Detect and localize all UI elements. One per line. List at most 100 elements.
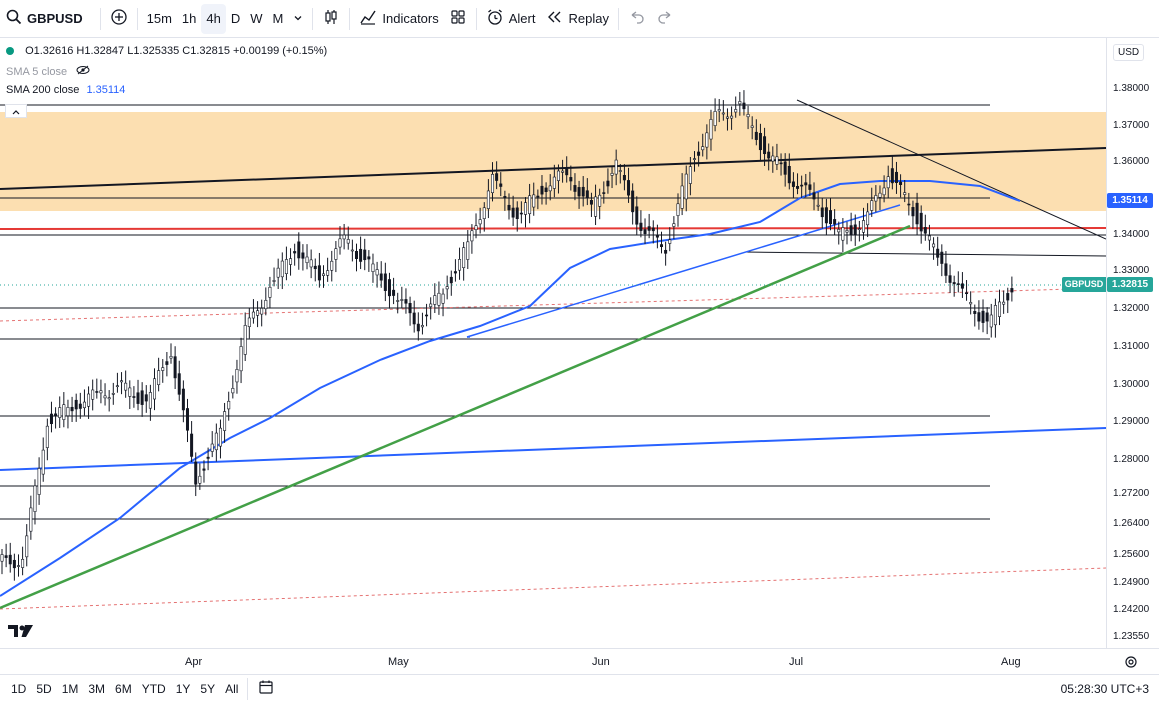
- candle-body: [948, 275, 952, 283]
- templates-button[interactable]: [444, 4, 472, 34]
- top-toolbar: GBPUSD 15m 1h 4h D W M Indicators: [0, 0, 1159, 38]
- replay-button[interactable]: Replay: [540, 4, 613, 34]
- sma5-label: SMA 5 close: [6, 66, 68, 78]
- candle-body: [379, 273, 383, 281]
- alert-label: Alert: [508, 11, 536, 26]
- interval-4h[interactable]: 4h: [201, 3, 226, 34]
- collapse-legend-button[interactable]: [5, 104, 27, 118]
- candle-body: [206, 456, 210, 459]
- candle-body: [62, 404, 66, 420]
- candle-body: [577, 187, 581, 197]
- candle-body: [392, 289, 396, 296]
- candle-body: [297, 241, 301, 259]
- candle-body: [808, 184, 812, 190]
- legend-main: O1.32616 H1.32847 L1.325335 C1.32815 +0.…: [6, 45, 327, 57]
- candle-body: [627, 180, 631, 196]
- candle-body: [478, 219, 482, 225]
- candles-icon: [322, 8, 340, 29]
- candle-body: [153, 378, 157, 400]
- market-status-dot: [6, 47, 14, 56]
- range-1m[interactable]: 1M: [61, 681, 79, 696]
- legend-sma5[interactable]: SMA 5 close: [6, 65, 90, 78]
- sma200-price-badge: 1.35114: [1107, 193, 1153, 208]
- price-axis[interactable]: USD 1.38000 1.37000 1.36000 1.34000 1.33000 1…: [1106, 38, 1159, 648]
- candle-body: [829, 210, 833, 225]
- symbol-search[interactable]: GBPUSD: [0, 4, 96, 34]
- clock[interactable]: 05:28:30 UTC+3: [1060, 681, 1149, 696]
- candle-body: [495, 173, 499, 181]
- interval-dropdown[interactable]: [288, 4, 308, 34]
- range-3m[interactable]: 3M: [88, 681, 106, 696]
- candle-body: [754, 131, 758, 140]
- candle-body: [861, 220, 865, 233]
- candle-body: [639, 222, 643, 231]
- candle-body: [956, 283, 960, 285]
- candle-body: [165, 361, 169, 365]
- interval-w[interactable]: W: [250, 11, 263, 26]
- range-1y[interactable]: 1Y: [175, 681, 191, 696]
- range-5d[interactable]: 5D: [36, 681, 52, 696]
- long-trendline: [0, 147, 1106, 190]
- candle-body: [540, 185, 544, 195]
- interval-1h[interactable]: 1h: [181, 11, 197, 26]
- candle-body: [173, 356, 177, 379]
- interval-d[interactable]: D: [230, 11, 241, 26]
- candle-body: [932, 243, 936, 248]
- candle-body: [41, 449, 45, 475]
- candle-body: [70, 406, 74, 412]
- interval-m[interactable]: M: [272, 11, 284, 26]
- chart-type-button[interactable]: [317, 4, 345, 34]
- range-ytd[interactable]: YTD: [141, 681, 166, 696]
- candle-body: [866, 211, 870, 226]
- candle-body: [651, 227, 655, 232]
- settings-gear-icon[interactable]: [1124, 655, 1138, 674]
- alarm-clock-icon: [486, 8, 504, 29]
- candle-body: [614, 159, 618, 175]
- indicators-button[interactable]: Indicators: [354, 4, 443, 34]
- candle-body: [610, 173, 614, 176]
- alert-button[interactable]: Alert: [481, 4, 541, 34]
- time-axis[interactable]: Apr May Jun Jul Aug: [0, 648, 1159, 674]
- range-all[interactable]: All: [225, 681, 239, 696]
- candle-body: [981, 310, 985, 323]
- candle-body: [746, 114, 750, 118]
- candle-body: [474, 225, 478, 230]
- month-aug: Aug: [1001, 656, 1021, 668]
- candle-body: [458, 259, 462, 271]
- candle-body: [668, 239, 672, 244]
- candle-body: [750, 125, 754, 128]
- legend-sma200[interactable]: SMA 200 close 1.35114: [6, 84, 125, 96]
- redo-button[interactable]: [651, 4, 679, 34]
- candle-body: [342, 234, 346, 240]
- undo-button[interactable]: [623, 4, 651, 34]
- candle-body: [111, 393, 115, 395]
- plus-circle-icon: [110, 8, 128, 29]
- date-range-button[interactable]: [252, 679, 280, 698]
- candle-body: [874, 195, 878, 202]
- price-tick-label: 1.27200: [1113, 488, 1150, 499]
- currency-selector[interactable]: USD: [1113, 44, 1145, 61]
- candle-body: [309, 259, 313, 268]
- candle-body: [136, 392, 140, 404]
- range-5y[interactable]: 5Y: [200, 681, 216, 696]
- candle-body: [882, 187, 886, 196]
- candle-body: [676, 203, 680, 216]
- range-6m[interactable]: 6M: [115, 681, 132, 696]
- candle-body: [383, 273, 387, 291]
- candle-body: [573, 185, 577, 192]
- candle-body: [783, 161, 787, 175]
- compare-button[interactable]: [105, 4, 133, 34]
- chart-pane[interactable]: O1.32616 H1.32847 L1.325335 C1.32815 +0.…: [0, 38, 1106, 648]
- blue-long-trendline: [0, 427, 1106, 471]
- price-chart[interactable]: [0, 38, 1106, 648]
- candle-body: [923, 227, 927, 234]
- interval-15m[interactable]: 15m: [146, 11, 172, 26]
- candle-body: [214, 432, 218, 451]
- month-jul: Jul: [789, 656, 804, 668]
- range-1d[interactable]: 1D: [11, 681, 27, 696]
- tradingview-logo[interactable]: [8, 624, 34, 643]
- price-tick-label: 1.31000: [1113, 341, 1150, 352]
- candle-body: [301, 252, 305, 259]
- eye-off-icon[interactable]: [76, 65, 90, 78]
- candle-body: [886, 176, 890, 189]
